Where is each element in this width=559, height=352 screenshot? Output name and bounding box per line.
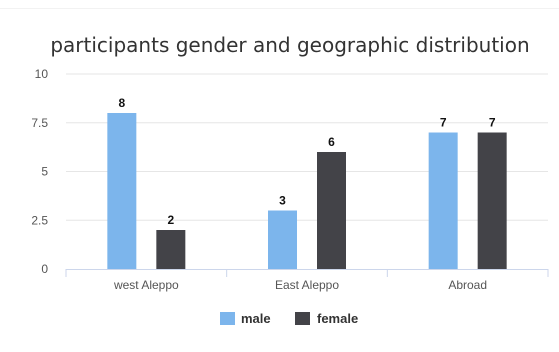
- legend-swatch-male[interactable]: [220, 312, 235, 325]
- legend-swatch-female[interactable]: [295, 312, 310, 325]
- bar-male-abroad: [428, 132, 458, 269]
- data-label-female: 6: [328, 135, 335, 149]
- x-tick-label: East Aleppo: [275, 278, 339, 292]
- x-tick-label: west Aleppo: [113, 278, 179, 292]
- data-label-male: 8: [118, 96, 125, 110]
- y-tick-label: 7.5: [31, 116, 48, 130]
- y-tick-label: 10: [35, 67, 49, 81]
- x-axis: west Aleppo East Aleppo Abroad: [65, 269, 549, 292]
- top-divider: [0, 8, 559, 9]
- legend: male female: [220, 311, 358, 326]
- data-labels: 8 2 3 6 7 7: [118, 96, 495, 227]
- grid-lines: [66, 73, 548, 221]
- y-tick-label: 5: [41, 165, 48, 179]
- bar-female-east-aleppo: [317, 152, 346, 269]
- y-tick-label: 2.5: [31, 213, 48, 227]
- chart-title: participants gender and geographic distr…: [50, 33, 529, 57]
- y-tick-label: 0: [41, 262, 48, 276]
- x-tick-label: Abroad: [448, 278, 487, 292]
- bars: [107, 113, 507, 269]
- legend-label-female[interactable]: female: [317, 311, 358, 326]
- bar-female-west-aleppo: [156, 230, 186, 269]
- data-label-female: 2: [167, 213, 174, 227]
- bar-female-abroad: [477, 132, 507, 269]
- data-label-male: 3: [279, 194, 286, 208]
- legend-label-male[interactable]: male: [241, 311, 271, 326]
- bar-male-west-aleppo: [107, 113, 137, 269]
- y-axis-ticks: 0 2.5 5 7.5 10: [31, 67, 48, 276]
- bar-male-east-aleppo: [268, 210, 297, 269]
- data-label-female: 7: [489, 116, 496, 130]
- data-label-male: 7: [440, 116, 447, 130]
